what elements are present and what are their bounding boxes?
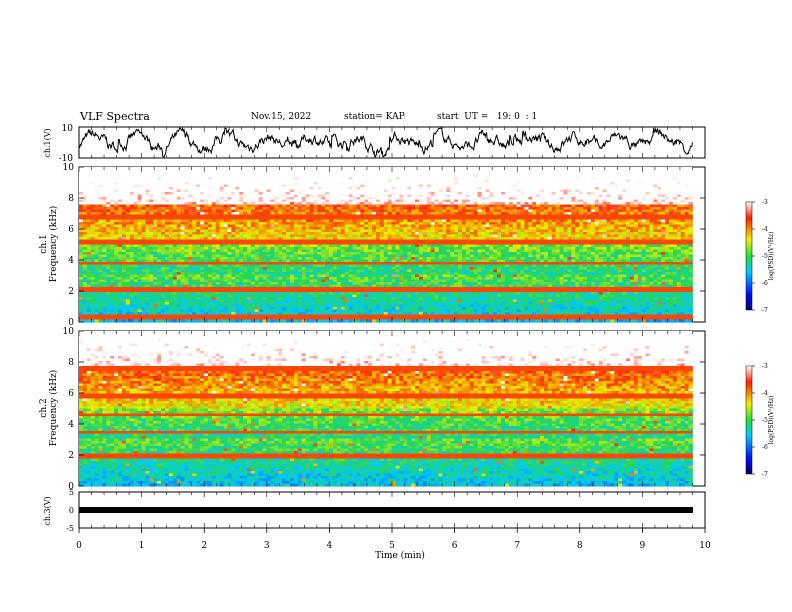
ch1-ylabel: ch.1(V): [43, 128, 52, 157]
ytick-label: 8: [68, 358, 74, 368]
ch1-ytick-top: 10: [62, 124, 74, 134]
colorbar-ch2: [746, 366, 752, 474]
time-axis-ticks: 0 1 2 3 4 5 6 7 8 9 10: [76, 528, 711, 551]
figure-title: VLF Spectra: [80, 110, 150, 123]
xtick-label: 1: [139, 541, 145, 551]
spectrogram-ch1-ylabel-ch: ch.1: [39, 234, 49, 253]
ytick-label: 4: [68, 256, 74, 266]
colorbar-tick-label: -3: [762, 199, 768, 206]
ch3-ytick-label: -5: [66, 524, 74, 533]
ch3-ylabel: ch.3(V): [43, 496, 52, 525]
xtick-label: 5: [389, 541, 395, 551]
ytick-label: 6: [68, 389, 74, 399]
xtick-label: 8: [577, 541, 583, 551]
header-start-time: start UT = 19: 0 : 1: [437, 112, 537, 122]
xtick-label: 2: [201, 541, 207, 551]
waveform-ch3-panel: -505 ch.3(V) 0 1 2 3 4 5 6 7 8 9 10 Time (min): [43, 488, 711, 561]
xtick-label: 6: [452, 541, 458, 551]
spectrogram-ch1-image: [79, 167, 693, 322]
colorbar-ch1-ticks: -3-4-5-6-7: [752, 199, 768, 314]
colorbar-ch2-label: log(PSD)(V²/Hz): [768, 396, 775, 445]
xtick-label: 4: [327, 541, 333, 551]
xtick-label: 0: [76, 541, 82, 551]
colorbar-tick-label: -7: [762, 307, 768, 314]
ch3-ytick-label: 5: [69, 488, 74, 497]
spectrogram-ch2-ylabel-ch: ch.2: [39, 398, 49, 417]
header-station: station= KAP: [344, 112, 405, 122]
colorbar-tick-label: -7: [762, 471, 768, 478]
xtick-label: 3: [264, 541, 270, 551]
ch3-ytick-label: 0: [69, 506, 74, 515]
waveform-ch1-panel: 10 -10 ch.1(V): [43, 124, 705, 164]
ytick-label: 8: [68, 194, 74, 204]
spectrogram-ch2-image: [79, 331, 693, 486]
time-axis-label: Time (min): [375, 550, 425, 561]
ytick-label: 2: [68, 287, 74, 297]
xtick-label: 9: [640, 541, 646, 551]
ytick-label: 6: [68, 225, 74, 235]
xtick-label: 10: [699, 541, 711, 551]
xtick-label: 7: [514, 541, 520, 551]
vlf-spectra-figure: 10 -10 ch.1(V) 0246810 ch.1 Frequency (k…: [0, 0, 792, 612]
ytick-label: 10: [63, 327, 75, 337]
ch3-trace-band: [79, 507, 693, 513]
ytick-label: 10: [63, 163, 75, 173]
spectrogram-ch1-ylabel-freq: Frequency (kHz): [48, 206, 59, 283]
ytick-label: 2: [68, 451, 74, 461]
colorbar-ch2-ticks: -3-4-5-6-7: [752, 363, 768, 478]
colorbar-ch1: [746, 202, 752, 310]
ytick-label: 4: [68, 420, 74, 430]
colorbar-ch1-label: log(PSD)(V²/Hz): [768, 232, 775, 281]
header-date: Nov.15, 2022: [251, 112, 311, 122]
colorbar-tick-label: -3: [762, 363, 768, 370]
spectrogram-ch2-ylabel-freq: Frequency (kHz): [48, 370, 59, 447]
